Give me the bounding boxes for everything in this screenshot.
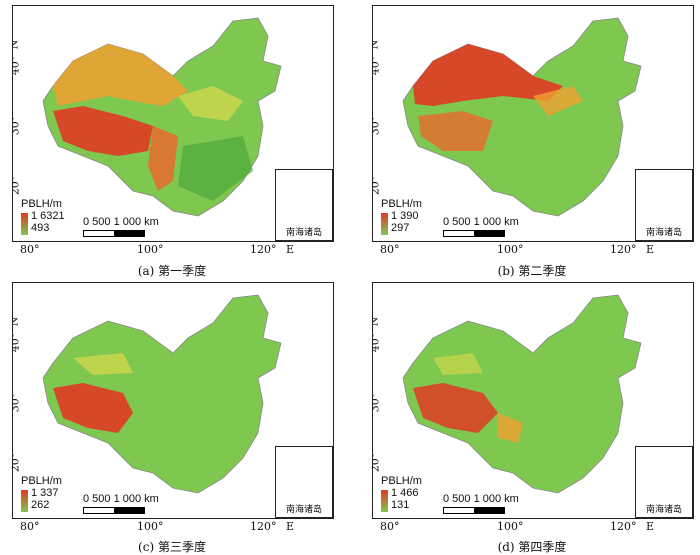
- south-china-sea-inset: 南海诸岛: [275, 169, 333, 241]
- scale-labels: 0 500 1 000 km: [443, 216, 519, 228]
- south-china-sea-inset: 南海诸岛: [635, 446, 693, 518]
- legend-colorbar: [381, 490, 388, 512]
- lon-label-120: 120°: [250, 243, 277, 256]
- map-panel-q3: 40° 30° 20° N PBLH/m 1 337 262 0 500 1 0…: [12, 282, 334, 519]
- map-panel-q4: 40° 30° 20° N PBLH/m 1 466 131 0 500 1 0…: [372, 282, 694, 519]
- legend-max: 1 390: [391, 210, 419, 222]
- legend-min: 131: [391, 499, 410, 511]
- lat-dir-label: N: [373, 317, 380, 327]
- map-panel-q1: 40° 30° 20° N PBLH/m 1 6321 493 0 500 1 …: [12, 5, 334, 242]
- legend-max: 1 6321: [31, 210, 65, 222]
- lat-label-20: 20°: [372, 175, 382, 196]
- lat-dir-label: N: [373, 40, 380, 50]
- lon-label-120: 120°: [250, 520, 277, 533]
- scale-bar: [83, 230, 145, 237]
- lat-label-30: 30°: [372, 392, 382, 413]
- south-china-sea-inset: 南海诸岛: [635, 169, 693, 241]
- china-map-q4: [402, 294, 642, 494]
- legend-colorbar: [21, 213, 28, 235]
- lat-dir-label: N: [13, 40, 20, 50]
- lat-label-30: 30°: [372, 115, 382, 136]
- inset-label: 南海诸岛: [645, 505, 682, 515]
- legend-min: 297: [391, 222, 410, 234]
- map-panel-q2: 40° 30° 20° N PBLH/m 1 390 297 0 500 1 0…: [372, 5, 694, 242]
- lon-label-120: 120°: [610, 520, 637, 533]
- lon-dir-label: E: [286, 520, 295, 533]
- caption-q2: (b) 第二季度: [497, 264, 567, 278]
- lon-dir-label: E: [286, 243, 295, 256]
- legend-max: 1 466: [391, 487, 419, 499]
- legend-colorbar: [21, 490, 28, 512]
- caption-q3: (c) 第三季度: [138, 540, 206, 554]
- caption-q4: (d) 第四季度: [497, 540, 567, 554]
- lon-dir-label: E: [646, 243, 655, 256]
- china-map-q1: [42, 17, 282, 217]
- lat-dir-label: N: [13, 317, 20, 327]
- scale-labels: 0 500 1 000 km: [83, 493, 159, 505]
- scale-bar: [443, 230, 505, 237]
- lat-label-40: 40°: [372, 55, 382, 76]
- lon-label-100: 100°: [137, 520, 164, 533]
- lat-label-30: 30°: [12, 392, 22, 413]
- scale-bar: [83, 507, 145, 514]
- scale-labels: 0 500 1 000 km: [443, 493, 519, 505]
- legend-title: PBLH/m: [381, 198, 422, 210]
- lon-dir-label: E: [646, 520, 655, 533]
- legend-title: PBLH/m: [21, 475, 62, 487]
- lon-label-120: 120°: [610, 243, 637, 256]
- caption-q1: (a) 第一季度: [137, 264, 207, 278]
- inset-label: 南海诸岛: [285, 228, 322, 238]
- lat-label-20: 20°: [12, 175, 22, 196]
- lat-label-40: 40°: [372, 332, 382, 353]
- legend-max: 1 337: [31, 487, 59, 499]
- lon-label-100: 100°: [497, 243, 524, 256]
- inset-label: 南海诸岛: [645, 228, 682, 238]
- lat-label-30: 30°: [12, 115, 22, 136]
- legend-min: 262: [31, 499, 50, 511]
- lon-label-80: 80°: [380, 243, 400, 256]
- lat-label-40: 40°: [12, 55, 22, 76]
- lat-label-40: 40°: [12, 332, 22, 353]
- scale-bar: [443, 507, 505, 514]
- lat-label-20: 20°: [12, 452, 22, 473]
- legend-colorbar: [381, 213, 388, 235]
- lon-label-100: 100°: [137, 243, 164, 256]
- legend-title: PBLH/m: [381, 475, 422, 487]
- lat-label-20: 20°: [372, 452, 382, 473]
- lon-label-80: 80°: [20, 243, 40, 256]
- lon-label-80: 80°: [20, 520, 40, 533]
- china-map-q2: [402, 17, 642, 217]
- lon-label-100: 100°: [497, 520, 524, 533]
- china-map-q3: [42, 294, 282, 494]
- legend-min: 493: [31, 222, 50, 234]
- inset-label: 南海诸岛: [285, 505, 322, 515]
- legend-title: PBLH/m: [21, 198, 62, 210]
- lon-label-80: 80°: [380, 520, 400, 533]
- south-china-sea-inset: 南海诸岛: [275, 446, 333, 518]
- scale-labels: 0 500 1 000 km: [83, 216, 159, 228]
